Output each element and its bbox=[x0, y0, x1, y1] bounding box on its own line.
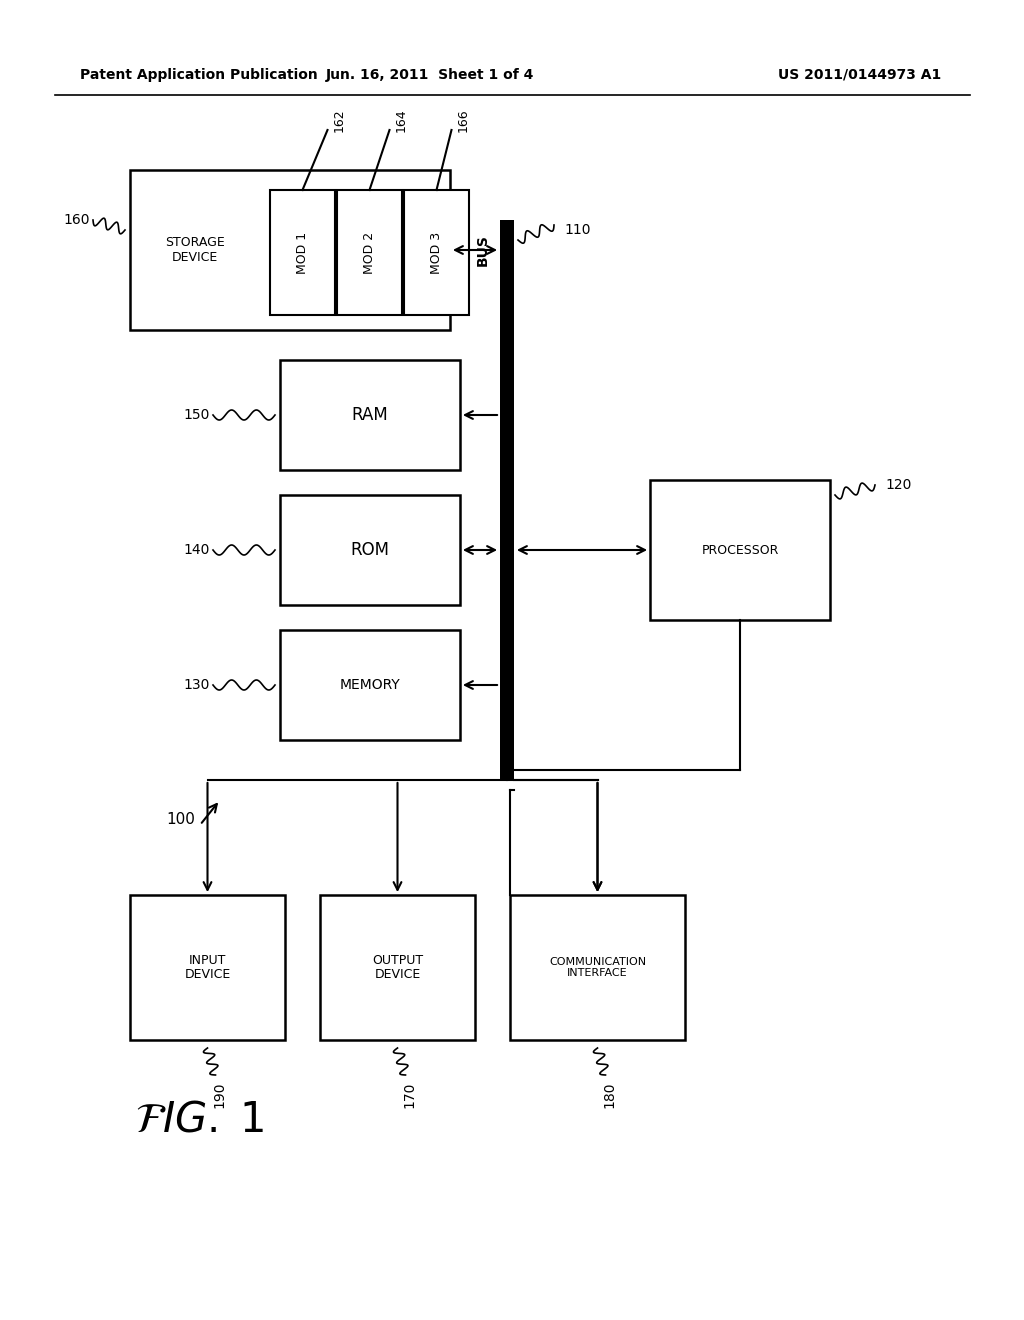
Bar bbox=[130, 170, 450, 330]
Bar bbox=[337, 190, 402, 315]
Text: 120: 120 bbox=[885, 478, 911, 492]
Text: INPUT
DEVICE: INPUT DEVICE bbox=[184, 953, 230, 982]
Bar bbox=[650, 480, 830, 620]
Text: 110: 110 bbox=[564, 223, 591, 238]
Text: ROM: ROM bbox=[350, 541, 389, 558]
Bar bbox=[130, 895, 285, 1040]
Text: MEMORY: MEMORY bbox=[340, 678, 400, 692]
Bar bbox=[280, 495, 460, 605]
Text: Jun. 16, 2011  Sheet 1 of 4: Jun. 16, 2011 Sheet 1 of 4 bbox=[326, 69, 535, 82]
Text: RAM: RAM bbox=[351, 407, 388, 424]
Text: OUTPUT
DEVICE: OUTPUT DEVICE bbox=[372, 953, 423, 982]
Text: 166: 166 bbox=[457, 108, 469, 132]
Text: 162: 162 bbox=[333, 108, 345, 132]
Text: 100: 100 bbox=[166, 813, 195, 828]
Text: MOD 1: MOD 1 bbox=[296, 231, 309, 273]
Text: US 2011/0144973 A1: US 2011/0144973 A1 bbox=[778, 69, 942, 82]
Text: 140: 140 bbox=[183, 543, 210, 557]
Bar bbox=[510, 895, 685, 1040]
Text: 160: 160 bbox=[63, 213, 90, 227]
Text: 164: 164 bbox=[394, 108, 408, 132]
Bar bbox=[319, 895, 475, 1040]
Text: MOD 3: MOD 3 bbox=[430, 231, 443, 273]
Text: 170: 170 bbox=[402, 1082, 417, 1109]
Text: $\mathcal{F}IG.\;1$: $\mathcal{F}IG.\;1$ bbox=[135, 1100, 264, 1140]
Text: 190: 190 bbox=[213, 1082, 226, 1109]
Bar bbox=[500, 220, 514, 780]
Bar bbox=[280, 360, 460, 470]
Text: 180: 180 bbox=[602, 1082, 616, 1109]
Bar bbox=[280, 630, 460, 741]
Text: 150: 150 bbox=[183, 408, 210, 422]
Bar bbox=[404, 190, 469, 315]
Bar bbox=[270, 190, 335, 315]
Text: COMMUNICATION
INTERFACE: COMMUNICATION INTERFACE bbox=[549, 957, 646, 978]
Text: PROCESSOR: PROCESSOR bbox=[701, 544, 778, 557]
Text: 130: 130 bbox=[183, 678, 210, 692]
Text: MOD 2: MOD 2 bbox=[362, 231, 376, 273]
Text: Patent Application Publication: Patent Application Publication bbox=[80, 69, 317, 82]
Text: BUS: BUS bbox=[476, 234, 490, 265]
Text: STORAGE
DEVICE: STORAGE DEVICE bbox=[165, 236, 225, 264]
